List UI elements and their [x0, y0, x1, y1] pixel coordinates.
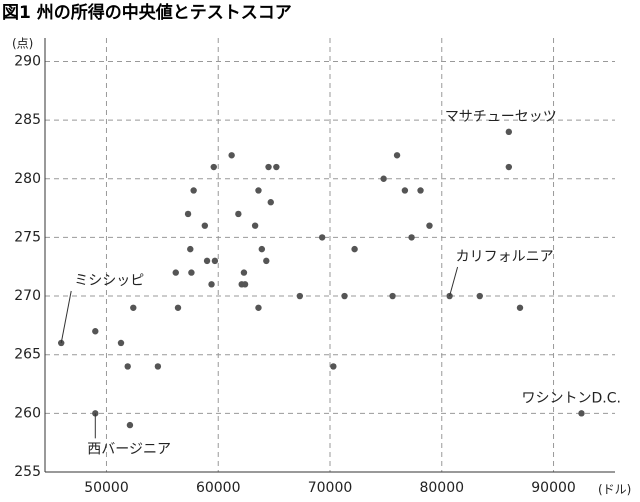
chart-title: 図1 州の所得の中央値とテストスコア — [2, 2, 292, 23]
point — [211, 257, 219, 265]
point — [210, 163, 217, 171]
point — [184, 210, 192, 218]
x-unit: (ドル) — [598, 483, 631, 497]
point — [92, 410, 99, 417]
point — [117, 339, 125, 347]
point-label: カリフォルニア — [456, 249, 554, 265]
point — [351, 245, 358, 253]
point — [401, 187, 409, 194]
point — [190, 187, 197, 194]
point — [476, 292, 483, 300]
point — [265, 163, 272, 171]
point — [516, 304, 524, 311]
point — [380, 175, 387, 182]
x-tick-label: 80000 — [419, 480, 464, 496]
point — [389, 292, 396, 300]
point — [318, 234, 326, 241]
point — [273, 163, 280, 171]
leader-line — [60, 290, 72, 344]
leader-line — [449, 266, 459, 297]
point — [330, 363, 337, 370]
y-tick-label: 280 — [14, 171, 41, 187]
point — [208, 281, 215, 288]
y-tick-label: 260 — [14, 405, 41, 421]
point — [296, 292, 304, 300]
point — [578, 410, 585, 417]
point — [201, 222, 209, 229]
point — [258, 245, 266, 253]
y-tick-label: 255 — [14, 464, 41, 480]
y-tick-label: 270 — [14, 288, 41, 304]
y-tick-label: 285 — [14, 112, 41, 128]
point — [228, 152, 235, 159]
x-tick-label: 90000 — [531, 480, 576, 496]
point — [505, 163, 513, 171]
point — [130, 304, 137, 311]
point — [188, 269, 195, 276]
point — [255, 187, 262, 194]
point — [187, 245, 194, 253]
x-tick-label: 50000 — [84, 480, 129, 496]
point — [126, 421, 134, 429]
point — [255, 304, 262, 311]
point — [263, 257, 270, 265]
point — [235, 210, 242, 218]
point — [505, 128, 513, 136]
point-label: 西バージニア — [87, 441, 171, 457]
point — [203, 257, 211, 265]
y-tick-label: 290 — [14, 53, 41, 69]
point — [154, 363, 162, 370]
y-unit: (点) — [12, 37, 33, 51]
point-label: ミシシッピ — [74, 273, 144, 289]
point — [267, 199, 274, 206]
y-tick-label: 275 — [14, 229, 41, 245]
x-tick-label: 60000 — [196, 480, 241, 496]
point — [172, 269, 179, 276]
point — [408, 234, 415, 241]
point — [174, 304, 182, 311]
point-label: マサチューセッツ — [445, 109, 557, 125]
point — [240, 269, 248, 276]
point-label: ワシントンD.C. — [521, 390, 620, 406]
point — [417, 187, 424, 194]
point — [341, 292, 348, 300]
point — [241, 281, 249, 288]
point — [92, 328, 99, 335]
point — [393, 152, 401, 159]
y-tick-label: 265 — [14, 347, 41, 363]
point — [251, 222, 259, 229]
point — [426, 222, 433, 229]
x-tick-label: 70000 — [308, 480, 353, 496]
point — [124, 363, 131, 370]
